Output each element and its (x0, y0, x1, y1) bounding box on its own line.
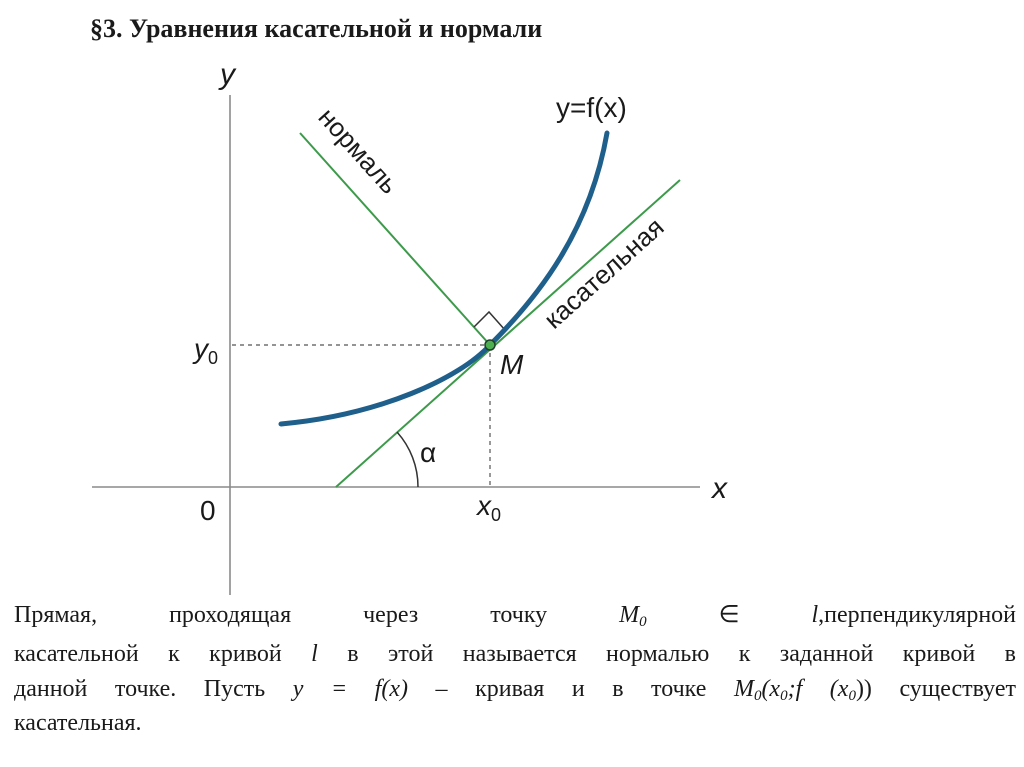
angle-alpha-label: α (420, 437, 436, 468)
paragraph-line-1: Прямая, проходящая через точку M0 ∈ l,пе… (14, 602, 1017, 630)
tangent-normal-diagram: y x 0 y=f(x) M α y0 x0 нормаль касательн… (92, 58, 728, 595)
angle-arc (396, 431, 419, 488)
normal-line (299, 132, 491, 346)
x-axis-label: x (710, 472, 728, 505)
point-m-label: M (500, 349, 524, 380)
section-title: §3. Уравнения касательной и нормали (90, 14, 543, 43)
y-axis-label: y (218, 58, 237, 91)
tangent-line-label: касательная (538, 212, 670, 335)
right-angle-mark (473, 310, 506, 331)
normal-line-label: нормаль (313, 102, 405, 200)
paragraph-line-3: данной точке. Пусть y = f(x) – кривая и … (14, 676, 1016, 704)
origin-label: 0 (200, 495, 216, 526)
paragraph-line-2: касательной к кривой l в этой называется… (14, 641, 1017, 667)
point-m (484, 339, 496, 351)
curve-label: y=f(x) (556, 92, 627, 123)
function-curve (278, 130, 610, 427)
x0-label: x0 (475, 490, 501, 525)
y0-label: y0 (192, 333, 218, 368)
tangent-line (335, 179, 681, 488)
paragraph-line-4: касательная. (14, 710, 142, 736)
